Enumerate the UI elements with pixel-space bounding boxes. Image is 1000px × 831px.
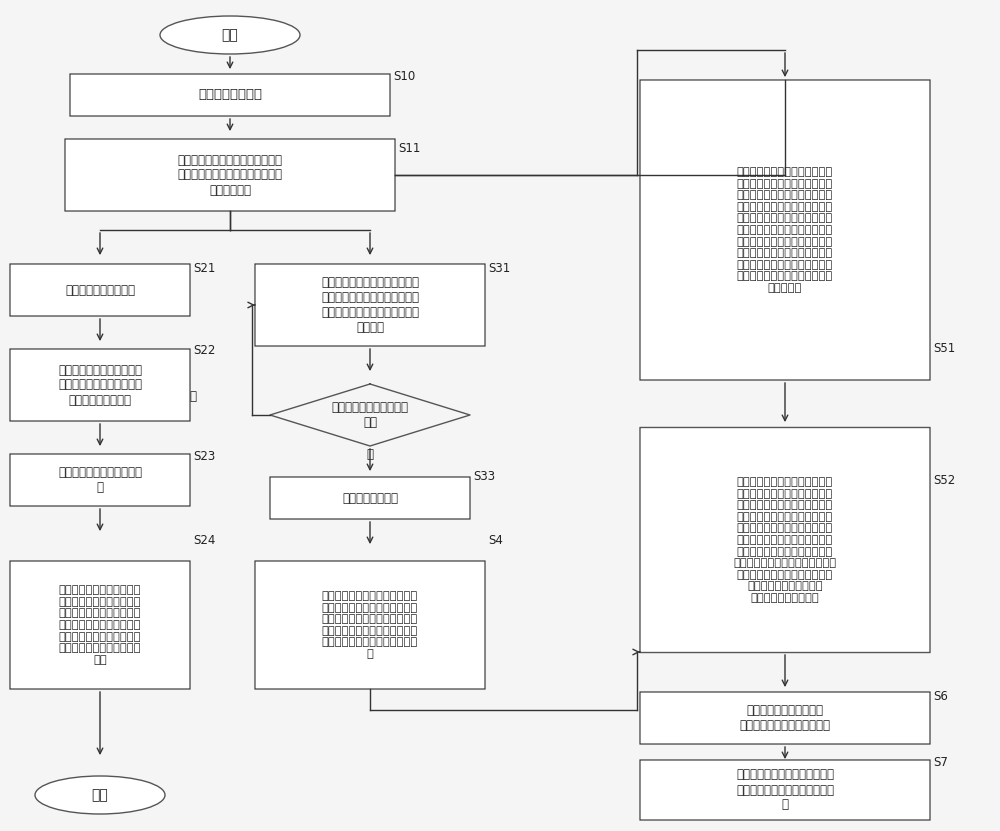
Text: S23: S23: [193, 450, 215, 464]
Text: 记录当前查询选项: 记录当前查询选项: [342, 491, 398, 504]
Text: S24: S24: [193, 534, 215, 547]
Text: 是: 是: [366, 449, 374, 461]
Text: 根据输入的查询选项中的目标患
者信息，依次遍历目标患者的报
告头书签；在此过程中，根据每
个报告头书签名的第一个字段即
名称和查询选项中目标患者信息
到数据库定: 根据输入的查询选项中的目标患 者信息，依次遍历目标患者的报 告头书签；在此过程中…: [737, 167, 833, 293]
Ellipse shape: [160, 16, 300, 54]
Text: 在综合显示模板文件中编写
固定的文本内容并定制与文
本内容相对应的书签: 在综合显示模板文件中编写 固定的文本内容并定制与文 本内容相对应的书签: [58, 363, 142, 406]
Text: S10: S10: [393, 70, 415, 82]
FancyBboxPatch shape: [10, 561, 190, 689]
FancyBboxPatch shape: [10, 264, 190, 316]
FancyBboxPatch shape: [65, 139, 395, 211]
FancyBboxPatch shape: [10, 349, 190, 421]
Text: S51: S51: [933, 342, 955, 355]
Text: S22: S22: [193, 343, 215, 356]
Text: S11: S11: [398, 141, 420, 155]
Text: 根据输入的查询选项中的目标患
者信息，依次遍历目标患者的检
查书签；在此过程中，根据每个
检查结果书签名的第一个字段即
名称和查询选项中目标患者信息
到数据库定: 根据输入的查询选项中的目标患 者信息，依次遍历目标患者的检 查书签；在此过程中，…: [733, 477, 837, 603]
Text: 登录电子病历系统: 登录电子病历系统: [198, 88, 262, 101]
FancyBboxPatch shape: [640, 80, 930, 380]
Text: 结束: 结束: [92, 788, 108, 802]
Ellipse shape: [35, 776, 165, 814]
Text: 输入查询选项，其中所述查询选
项为报告头固定文本内容对应的
信息，如患者身份识别信息、起
止时间等: 输入查询选项，其中所述查询选 项为报告头固定文本内容对应的 信息，如患者身份识别…: [321, 276, 419, 334]
Text: S4: S4: [488, 534, 503, 547]
Text: S6: S6: [933, 690, 948, 702]
Text: 否: 否: [190, 391, 196, 404]
Text: 创建综合显示模板文件: 创建综合显示模板文件: [65, 283, 135, 297]
Text: S33: S33: [473, 470, 495, 483]
Text: 显示模板文件列表供给用户进行
选择，用户可以根据选择的模板
文件列表中的骨髓癌患者检查结
果综合显示所需的模板文件作为
后续生成综合显示报告的显示模
板: 显示模板文件列表供给用户进行 选择，用户可以根据选择的模板 文件列表中的骨髓癌患…: [322, 591, 418, 659]
Text: 将报告头和检查结果结合
，最终生成一个综合显示报告: 将报告头和检查结果结合 ，最终生成一个综合显示报告: [740, 704, 830, 732]
FancyBboxPatch shape: [255, 561, 485, 689]
Text: S21: S21: [193, 262, 215, 274]
Text: 开始: 开始: [222, 28, 238, 42]
Text: 选择进入创建综合显示模板文件的
入口或是直接选择进入生成综合显
示报告的入口: 选择进入创建综合显示模板文件的 入口或是直接选择进入生成综合显 示报告的入口: [178, 154, 283, 196]
FancyBboxPatch shape: [255, 264, 485, 346]
FancyBboxPatch shape: [640, 760, 930, 820]
FancyBboxPatch shape: [10, 454, 190, 506]
FancyBboxPatch shape: [640, 427, 930, 652]
Text: S7: S7: [933, 755, 948, 769]
Text: 判断输入的查询选项是否
正确: 判断输入的查询选项是否 正确: [332, 401, 409, 429]
FancyBboxPatch shape: [70, 74, 390, 116]
Text: 存入系统模板文件库；在对
所述综合显示模板文件存入
系统模板文件库操作时，会
存储该综合显示模板文件的
所有内容；更新存储所有综
合显示模板文件的模板文件
列表: 存入系统模板文件库；在对 所述综合显示模板文件存入 系统模板文件库操作时，会 存…: [59, 585, 141, 665]
Text: S52: S52: [933, 474, 955, 486]
FancyBboxPatch shape: [270, 477, 470, 519]
Text: S31: S31: [488, 262, 510, 274]
Text: 命名并保存综合显示模板文
件: 命名并保存综合显示模板文 件: [58, 466, 142, 494]
Text: 将综合显示结果存储到新命名的
普通格式文档文件中，并进行显
示: 将综合显示结果存储到新命名的 普通格式文档文件中，并进行显 示: [736, 769, 834, 812]
FancyBboxPatch shape: [640, 692, 930, 744]
